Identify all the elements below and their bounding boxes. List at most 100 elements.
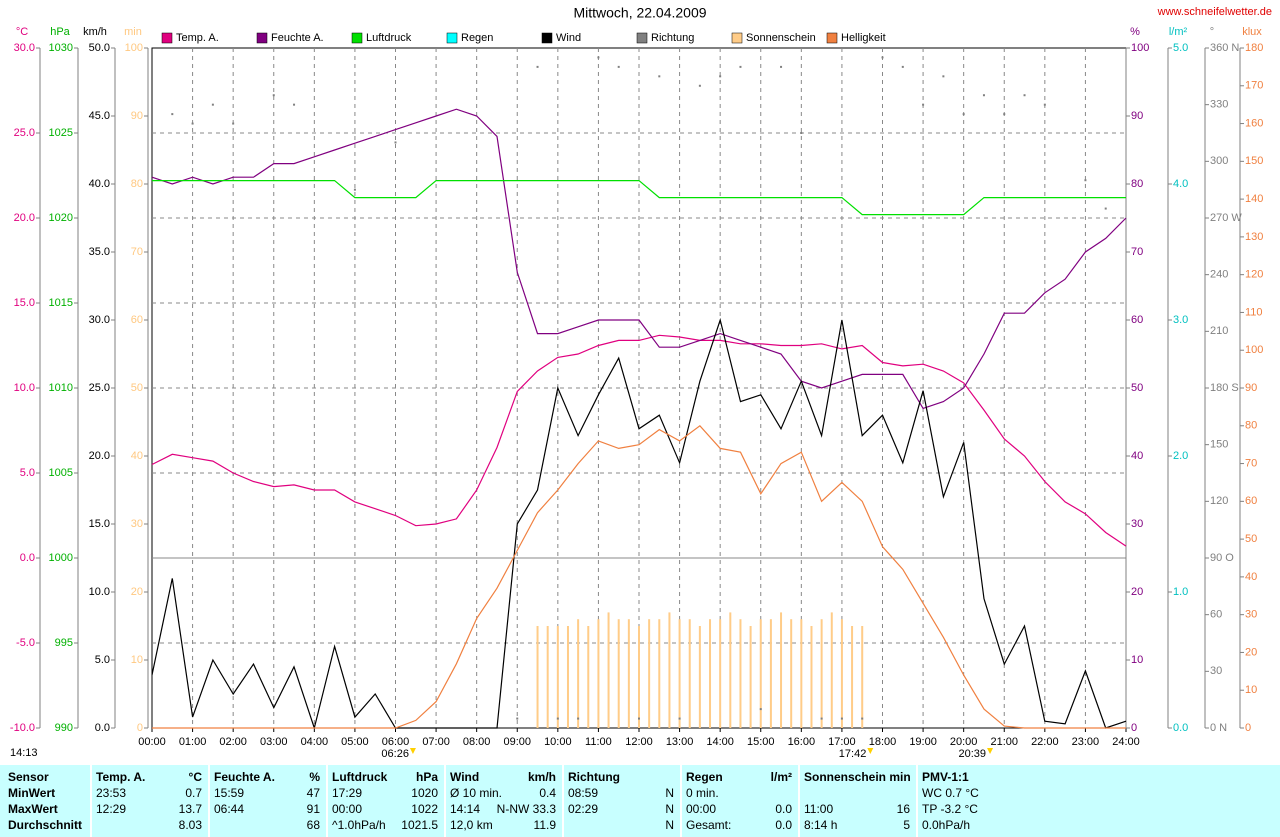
point xyxy=(698,84,701,87)
point xyxy=(232,122,235,125)
chart: Mittwoch, 22.04.2009 www.schneifelwetter… xyxy=(10,5,1272,760)
axis-title: klux xyxy=(1242,26,1262,38)
table-cell: N xyxy=(665,802,674,816)
y-tick-label: 90 xyxy=(131,110,143,122)
y-tick-label: 160 xyxy=(1245,117,1263,129)
x-tick-label: 00:00 xyxy=(138,736,166,748)
point xyxy=(556,717,559,720)
y-tick-label: 300 xyxy=(1210,155,1228,167)
y-tick-label: 20.0 xyxy=(89,450,110,462)
y-tick-label: 20 xyxy=(1131,586,1143,598)
table-cell: 0.4 xyxy=(539,786,556,800)
table-column: Wind km/h Ø 10 min. 0.4 14:14 N-NW 33.3 12,0 k… xyxy=(444,765,560,837)
x-tick-label: 11:00 xyxy=(585,736,612,748)
table-row: MaxWert xyxy=(8,801,84,817)
table-cell: Ø 10 min. xyxy=(450,786,503,800)
table-row: 12,0 km 11.9 xyxy=(450,817,556,833)
bar xyxy=(810,626,813,728)
y-tick-label: 90 xyxy=(1245,382,1257,394)
y-tick-label: 60 xyxy=(1245,495,1257,507)
axis-title: % xyxy=(1130,26,1140,38)
y-tick-label: 30.0 xyxy=(89,314,110,326)
y-tick-label: 1000 xyxy=(49,552,73,564)
table-header: Sensor xyxy=(8,769,84,785)
axis-title: min xyxy=(124,26,142,38)
table-column: Richtung 08:59 N 02:29 N N xyxy=(562,765,678,837)
table-row xyxy=(804,785,910,801)
y-tick-label: 170 xyxy=(1245,80,1263,92)
table-row: 23:53 0.7 xyxy=(96,785,202,801)
y-tick-label: 120 xyxy=(1210,495,1228,507)
y-tick-label: 50 xyxy=(1131,382,1143,394)
table-cell: Durchschnitt xyxy=(8,818,83,832)
point xyxy=(739,65,742,68)
legend-label: Sonnenschein xyxy=(746,32,816,44)
y-tick-label: 60 xyxy=(131,314,143,326)
bar xyxy=(739,619,742,728)
table-cell: WC 0.7 °C xyxy=(922,786,979,800)
table-cell: 0 min. xyxy=(686,786,719,800)
x-tick-label: 22:00 xyxy=(1031,736,1059,748)
legend-label: Helligkeit xyxy=(841,32,886,44)
table-row: 8:14 h 5 xyxy=(804,817,910,833)
table-cell: 8.03 xyxy=(178,818,202,832)
axis-title: hPa xyxy=(50,26,70,38)
bar xyxy=(780,612,783,728)
legend-label: Temp. A. xyxy=(176,32,219,44)
legend-swatch xyxy=(161,32,173,44)
bar xyxy=(638,626,640,728)
series-line xyxy=(151,334,1127,547)
y-tick-label: 330 xyxy=(1210,99,1228,111)
legend-label: Feuchte A. xyxy=(271,32,324,44)
table-row: WC 0.7 °C xyxy=(922,785,1028,801)
table-cell: 91 xyxy=(306,802,320,816)
y-tick-label: 150 xyxy=(1245,155,1263,167)
x-tick-label: 24:00 xyxy=(1112,736,1140,748)
header-text: Luftdruck xyxy=(332,770,388,784)
y-tick-label: 180 S xyxy=(1210,382,1239,394)
point xyxy=(1043,103,1046,106)
y-tick-label: 50 xyxy=(131,382,143,394)
time-label: 14:13 xyxy=(10,747,38,759)
bar xyxy=(556,626,559,728)
y-tick-label: 120 xyxy=(1245,269,1263,281)
table-cell: 8:14 h xyxy=(804,818,838,832)
header-text: Sensor xyxy=(8,770,49,784)
header-unit: km/h xyxy=(527,770,556,784)
table-row: Durchschnitt xyxy=(8,817,84,833)
table-cell: 14:14 xyxy=(450,802,481,816)
bar xyxy=(698,626,701,728)
point xyxy=(759,708,762,711)
bar xyxy=(830,612,833,728)
bar xyxy=(648,619,651,728)
y-tick-label: 10.0 xyxy=(89,586,110,598)
x-tick-label: 01:00 xyxy=(179,736,207,748)
table-header: PMV-1:1 xyxy=(922,769,1028,785)
stats-table: Sensor MinWert MaxWert Durchschnitt Temp. A.… xyxy=(0,765,1280,837)
x-tick-label: 17:00 xyxy=(828,736,856,748)
y-tick-label: 1025 xyxy=(49,127,73,139)
bar xyxy=(678,619,681,728)
table-cell: 0.0hPa/h xyxy=(922,818,971,832)
table-row: 02:29 N xyxy=(568,801,674,817)
point xyxy=(353,188,356,191)
legend-swatch xyxy=(351,32,363,44)
axis-title: ° xyxy=(1210,26,1214,38)
table-cell: 1021.5 xyxy=(401,818,438,832)
table-cell: 12:29 xyxy=(96,802,127,816)
y-tick-label: 100 xyxy=(125,42,143,54)
point xyxy=(617,65,620,68)
y-tick-label: 90 xyxy=(1131,110,1143,122)
legend-swatch xyxy=(636,32,648,44)
legend-label: Wind xyxy=(556,32,581,44)
y-tick-label: 20 xyxy=(131,586,143,598)
y-tick-label: 70 xyxy=(131,246,143,258)
y-tick-label: 30 xyxy=(1131,518,1143,530)
y-tick-label: 70 xyxy=(1131,246,1143,258)
y-tick-label: 100 xyxy=(1245,344,1263,356)
bar xyxy=(688,619,691,728)
header-unit: % xyxy=(309,770,320,784)
point xyxy=(820,717,823,720)
y-tick-label: 40.0 xyxy=(89,178,110,190)
